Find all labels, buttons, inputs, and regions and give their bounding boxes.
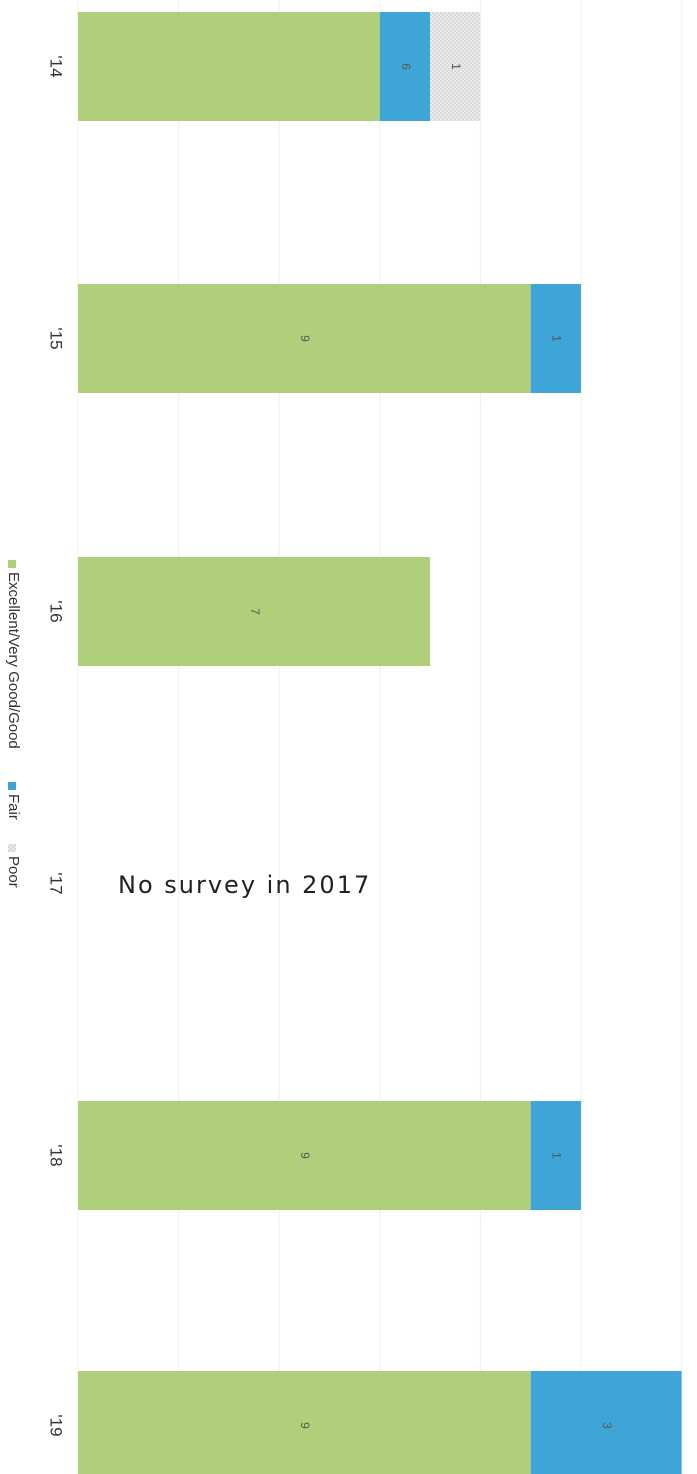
data-label: 9: [298, 1422, 312, 1429]
bar-segment: [78, 12, 380, 121]
tick-label: '19: [47, 1414, 66, 1436]
data-label: 7: [248, 608, 262, 615]
bar-segment: [78, 1101, 531, 1210]
legend-entry: Poor: [5, 856, 22, 888]
data-label: 9: [298, 335, 312, 342]
gridlines: [77, 0, 683, 1474]
annotation-no-survey: No survey in 2017: [118, 871, 371, 899]
bar-segment: [530, 284, 581, 393]
legend-entry: Excellent/Very Good/Good: [5, 572, 22, 749]
tick-labels: '14 '15 '16 '17 '18 '19: [47, 55, 66, 1436]
bar-segment: [530, 1101, 581, 1210]
legend-swatch: [8, 782, 16, 790]
tick-label: '16: [47, 600, 66, 622]
legend-swatch: [8, 560, 16, 568]
bar-segment: [78, 1371, 531, 1474]
legend-swatch: [8, 844, 16, 852]
tick-label: '17: [47, 872, 66, 894]
data-label: 1: [550, 1152, 564, 1159]
data-label: 1: [449, 63, 463, 70]
tick-label: '15: [47, 327, 66, 349]
bar-segment: [78, 284, 531, 393]
data-label: 1: [550, 335, 564, 342]
bars: 6 19 179 19 3: [78, 12, 682, 1474]
bar-segment: [530, 1371, 682, 1474]
data-label: 3: [600, 1422, 614, 1429]
tick-label: '14: [47, 55, 66, 77]
data-label: 6: [399, 63, 413, 70]
legend: Excellent/Very Good/Good Fair Poor: [5, 560, 22, 888]
bar-segment: [379, 12, 431, 121]
tick-label: '18: [47, 1144, 66, 1166]
bar-segment: [78, 557, 431, 666]
bar-segment: [430, 12, 481, 121]
data-label: 9: [298, 1152, 312, 1159]
legend-group: Excellent/Very Good/Good Fair Poor: [5, 560, 22, 888]
legend-entry: Fair: [5, 794, 22, 820]
